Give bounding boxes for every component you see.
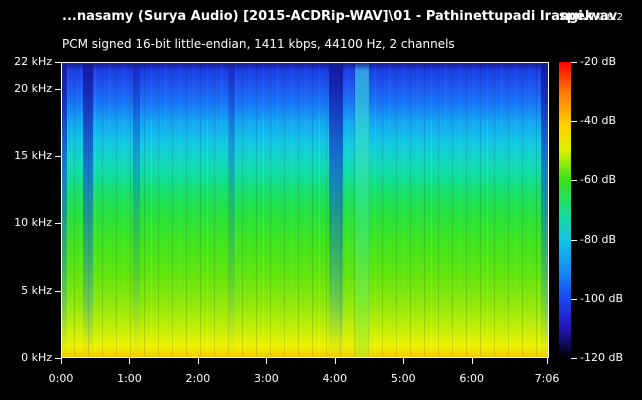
frequency-tick-mark <box>55 223 61 225</box>
db-tick-mark <box>571 180 577 182</box>
frequency-tick-mark <box>55 358 61 359</box>
spectrogram-dark-streak <box>541 62 549 358</box>
db-tick-label: -120 dB <box>580 351 623 364</box>
frequency-tick-label: 10 kHz <box>14 216 52 230</box>
file-title: ...nasamy (Surya Audio) [2015-ACDRip-WAV… <box>62 9 618 24</box>
spectrogram-bright-spike <box>355 62 369 358</box>
time-tick-label: 1:00 <box>117 372 142 385</box>
time-tick-label: 3:00 <box>253 372 279 385</box>
frequency-tick-mark <box>55 88 61 90</box>
spectrogram-dark-streak <box>229 62 235 358</box>
db-tick-mark <box>571 62 577 63</box>
db-tick-label: -100 dB <box>580 291 623 305</box>
time-tick-label: 2:00 <box>185 372 211 385</box>
db-tick-mark <box>571 298 577 300</box>
time-tick-mark <box>129 358 131 364</box>
stream-info: PCM signed 16-bit little-endian, 1411 kb… <box>62 37 455 51</box>
time-tick-mark <box>334 358 336 364</box>
db-tick-label: -40 dB <box>580 114 616 128</box>
frequency-tick-label: 5 kHz <box>21 283 52 297</box>
app-name-text: spek <box>559 9 594 24</box>
frequency-tick-mark <box>55 62 61 63</box>
db-tick-mark <box>571 358 577 359</box>
time-tick-label: 6:00 <box>459 372 485 385</box>
spectrogram-dark-streak <box>133 62 140 358</box>
spectrogram-dark-streak <box>329 62 343 358</box>
db-tick-label: -60 dB <box>580 173 616 187</box>
time-tick-mark <box>61 358 62 364</box>
time-tick-mark <box>266 358 268 364</box>
time-tick-label: 0:00 <box>48 372 74 385</box>
db-colorbar <box>559 62 571 358</box>
db-tick-mark <box>571 239 577 241</box>
app-version: 0.8.2 <box>597 12 623 23</box>
spectrogram-dark-streak <box>61 62 67 358</box>
time-tick-mark <box>197 358 199 364</box>
frequency-tick-label: 22 kHz <box>14 55 52 68</box>
frequency-tick-label: 0 kHz <box>21 351 52 364</box>
time-tick-label: 4:00 <box>322 372 348 385</box>
frequency-tick-mark <box>55 290 61 292</box>
db-tick-mark <box>571 121 577 123</box>
frequency-tick-label: 15 kHz <box>14 149 52 163</box>
frequency-tick-label: 20 kHz <box>14 81 52 95</box>
spectrogram-plot[interactable] <box>61 62 549 358</box>
spectrogram-top-band <box>61 62 549 70</box>
spectrogram-texture <box>61 62 549 358</box>
time-tick-mark <box>471 358 473 364</box>
frequency-tick-mark <box>55 156 61 158</box>
time-tick-mark <box>547 358 548 364</box>
time-tick-label: 7:06 <box>534 372 560 385</box>
spectrogram-dark-streak <box>83 62 93 358</box>
db-tick-label: -80 dB <box>580 232 616 246</box>
time-tick-label: 5:00 <box>390 372 416 385</box>
app-name: spek 0.8.2 <box>559 9 623 24</box>
db-tick-label: -20 dB <box>580 55 616 68</box>
time-tick-mark <box>403 358 405 364</box>
